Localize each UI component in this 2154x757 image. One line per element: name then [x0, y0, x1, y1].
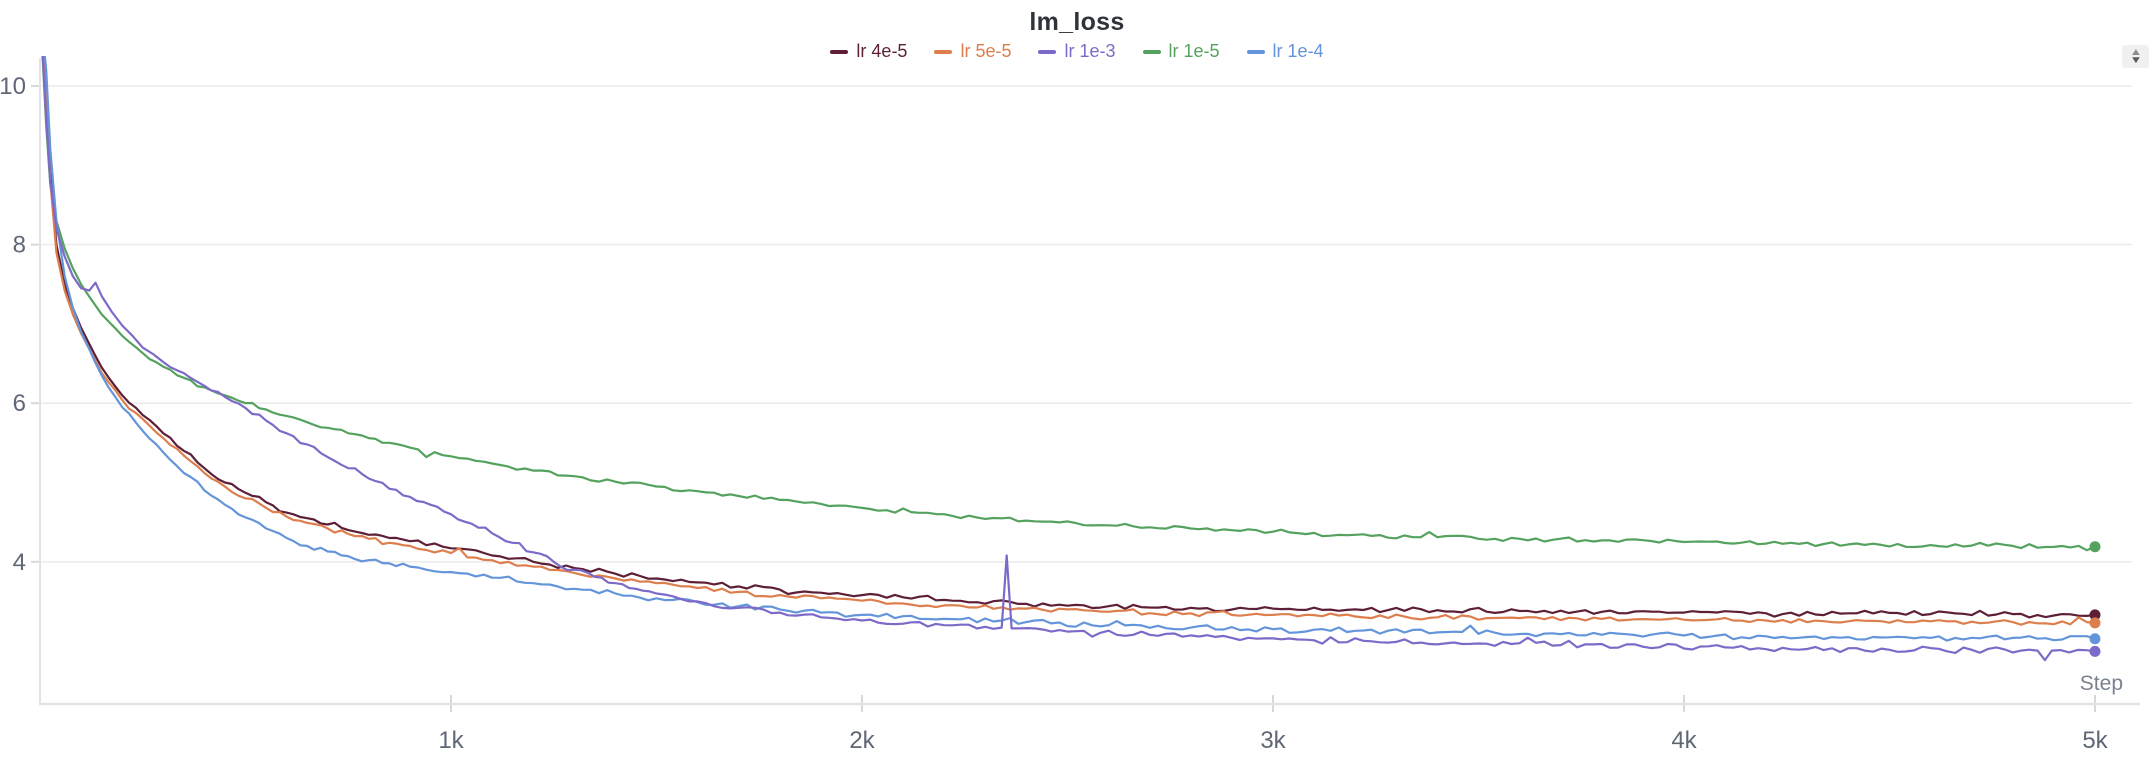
- series-line-lr-1e-3[interactable]: [40, 7, 2096, 662]
- series-endpoint-dot-lr-1e-5[interactable]: [2089, 541, 2101, 553]
- legend: lr 4e-5 lr 5e-5 lr 1e-3 lr 1e-5 lr 1e-4: [0, 41, 2154, 62]
- up-triangle-icon: ▲: [2129, 46, 2142, 58]
- series-endpoint-dot-lr-1e-4[interactable]: [2089, 633, 2101, 645]
- y-tick-label: 8: [13, 232, 26, 259]
- y-tick-label: 6: [13, 390, 26, 417]
- legend-swatch-icon: [1038, 49, 1057, 54]
- chart-title: lm_loss: [1029, 8, 1125, 36]
- x-tick-label: 3k: [1260, 727, 1286, 754]
- legend-swatch-icon: [1246, 49, 1265, 54]
- x-tick-label: 2k: [849, 727, 875, 754]
- legend-label: lr 1e-5: [1168, 41, 1220, 61]
- series-endpoint-dot-lr-1e-3[interactable]: [2089, 645, 2101, 657]
- panel-stepper-button[interactable]: ▲ ▼: [2122, 45, 2149, 68]
- x-tick-label: 4k: [1671, 727, 1697, 754]
- legend-item-lr-1e-4[interactable]: lr 1e-4: [1246, 41, 1324, 62]
- legend-swatch-icon: [934, 49, 953, 54]
- legend-label: lr 1e-3: [1064, 41, 1116, 61]
- x-tick-label: 5k: [2082, 727, 2108, 754]
- series-line-lr-1e-5[interactable]: [40, 7, 2096, 552]
- legend-label: lr 5e-5: [960, 41, 1012, 61]
- legend-item-lr-4e-5[interactable]: lr 4e-5: [830, 41, 907, 62]
- y-tick-label: 4: [13, 549, 26, 576]
- legend-label: lr 4e-5: [856, 41, 908, 61]
- series-line-lr-5e-5[interactable]: [40, 7, 2096, 626]
- legend-item-lr-1e-3[interactable]: lr 1e-3: [1038, 41, 1116, 62]
- legend-item-lr-1e-5[interactable]: lr 1e-5: [1142, 41, 1220, 62]
- series-line-lr-4e-5[interactable]: [40, 7, 2096, 619]
- series-line-lr-1e-4[interactable]: [40, 7, 2096, 642]
- legend-swatch-icon: [830, 49, 849, 54]
- series-endpoint-dot-lr-5e-5[interactable]: [2089, 617, 2101, 629]
- legend-label: lr 1e-4: [1272, 41, 1324, 61]
- y-tick-label: 10: [0, 73, 26, 100]
- legend-swatch-icon: [1142, 49, 1161, 54]
- down-triangle-icon: ▼: [2129, 54, 2142, 66]
- x-tick-label: 1k: [438, 727, 464, 754]
- legend-item-lr-5e-5[interactable]: lr 5e-5: [934, 41, 1011, 62]
- series-endpoint-dot-lr-4e-5[interactable]: [2089, 609, 2101, 621]
- x-axis-title: Step: [2079, 672, 2123, 695]
